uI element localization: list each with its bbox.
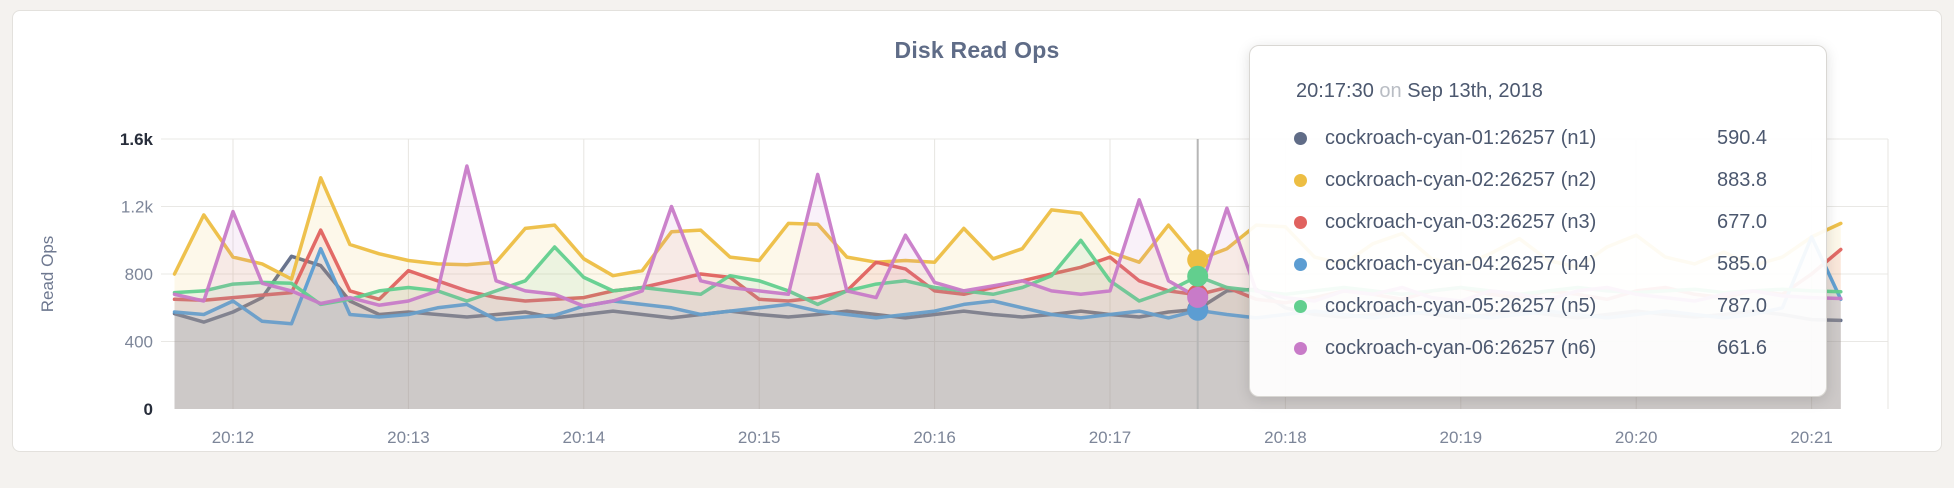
svg-text:20:19: 20:19	[1440, 428, 1483, 447]
svg-text:20:14: 20:14	[563, 428, 606, 447]
series-value: 883.8	[1717, 168, 1768, 191]
svg-text:1.2k: 1.2k	[121, 198, 154, 217]
series-value: 787.0	[1717, 294, 1768, 317]
series-value: 661.6	[1717, 336, 1768, 359]
svg-text:20:20: 20:20	[1615, 428, 1658, 447]
tooltip-series-row: cockroach-cyan-04:26257 (n4) 585.0	[1294, 243, 1798, 285]
tooltip-series-row: cockroach-cyan-01:26257 (n1) 590.4	[1294, 117, 1798, 159]
series-value: 585.0	[1717, 252, 1768, 275]
series-value: 677.0	[1717, 210, 1768, 233]
svg-text:0: 0	[144, 400, 153, 419]
svg-text:400: 400	[125, 333, 153, 352]
tooltip-time: 20:17:30	[1296, 80, 1374, 102]
series-color-dot	[1294, 257, 1307, 271]
series-value: 590.4	[1717, 126, 1768, 149]
series-color-dot	[1294, 131, 1307, 145]
series-label: cockroach-cyan-03:26257 (n3)	[1325, 210, 1597, 233]
series-color-dot	[1294, 173, 1307, 187]
series-color-dot	[1294, 299, 1307, 313]
svg-text:20:12: 20:12	[212, 428, 255, 447]
svg-text:800: 800	[125, 265, 153, 284]
tooltip-conjunction: on	[1379, 80, 1402, 102]
chart-tooltip: 20:17:30 on Sep 13th, 2018 cockroach-cya…	[1249, 45, 1827, 397]
tooltip-series-row: cockroach-cyan-05:26257 (n5) 787.0	[1294, 285, 1798, 327]
tooltip-header: 20:17:30 on Sep 13th, 2018	[1296, 80, 1798, 103]
svg-text:Read Ops: Read Ops	[38, 236, 57, 313]
series-label: cockroach-cyan-06:26257 (n6)	[1325, 336, 1597, 359]
chart-title: Disk Read Ops	[894, 37, 1060, 63]
series-label: cockroach-cyan-04:26257 (n4)	[1325, 252, 1597, 275]
svg-text:20:17: 20:17	[1089, 428, 1132, 447]
svg-text:20:13: 20:13	[387, 428, 430, 447]
series-color-dot	[1294, 215, 1307, 229]
series-label: cockroach-cyan-02:26257 (n2)	[1325, 168, 1597, 191]
svg-text:1.6k: 1.6k	[120, 130, 154, 149]
series-color-dot	[1294, 341, 1307, 355]
svg-text:20:21: 20:21	[1790, 428, 1833, 447]
tooltip-series-row: cockroach-cyan-06:26257 (n6) 661.6	[1294, 327, 1798, 369]
svg-text:20:16: 20:16	[913, 428, 956, 447]
tooltip-series-row: cockroach-cyan-03:26257 (n3) 677.0	[1294, 201, 1798, 243]
chart-card: Disk Read Ops 0 400 800 1.2k 1.6k 20:12 20:13 2…	[12, 10, 1942, 452]
tooltip-series-row: cockroach-cyan-02:26257 (n2) 883.8	[1294, 159, 1798, 201]
tooltip-date: Sep 13th, 2018	[1407, 80, 1543, 102]
svg-text:20:15: 20:15	[738, 428, 781, 447]
series-label: cockroach-cyan-01:26257 (n1)	[1325, 126, 1597, 149]
series-label: cockroach-cyan-05:26257 (n5)	[1325, 294, 1597, 317]
svg-text:20:18: 20:18	[1264, 428, 1307, 447]
